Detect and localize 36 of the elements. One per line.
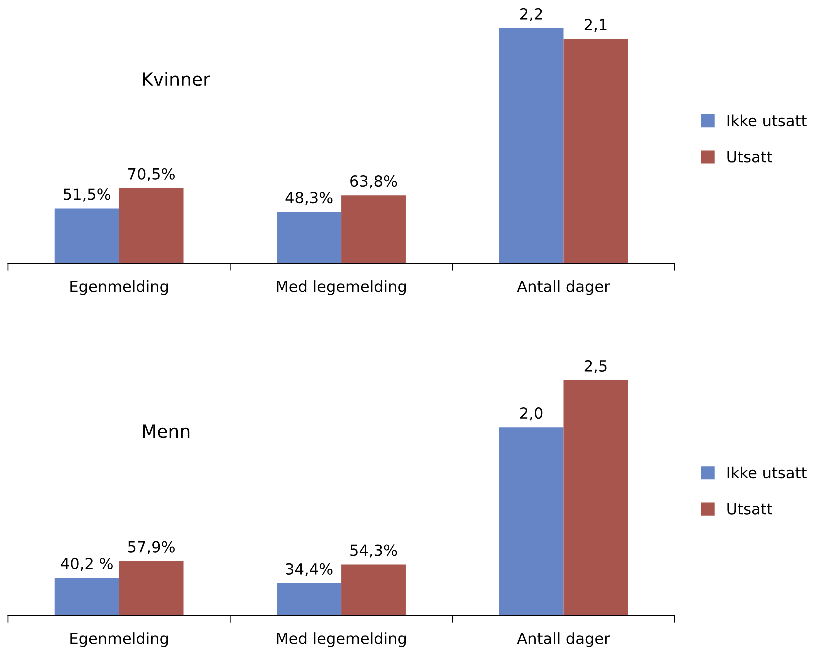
x-tick-label: Egenmelding: [70, 280, 168, 296]
bar: [54, 578, 120, 616]
bar: [499, 428, 564, 616]
legend-label: Utsatt: [728, 151, 772, 163]
x-tick-label: Med legemelding: [277, 280, 406, 296]
data-label: 63,8%: [350, 176, 398, 189]
data-label: 2,1: [584, 19, 607, 32]
bar: [342, 196, 406, 264]
bar: [277, 212, 342, 264]
legend-label: Ikke utsatt: [728, 466, 807, 479]
legend-label: Ikke utsatt: [728, 114, 807, 127]
data-label: 54,3%: [350, 544, 398, 558]
data-label: 40,2 %: [61, 558, 113, 572]
text: Kvinner: [143, 72, 210, 86]
data-label: 51,5%: [64, 188, 111, 202]
bar: [277, 584, 342, 616]
data-label: 57,9%: [128, 541, 175, 554]
bar: [119, 561, 184, 616]
data-label: 2,2: [520, 8, 542, 22]
x-tick-label: Antall dager: [517, 280, 610, 296]
x-tick-label: Egenmelding: [70, 632, 168, 648]
text: Menn: [143, 424, 190, 438]
data-label: 70,5%: [128, 168, 175, 182]
bar: [119, 188, 184, 264]
bar: [54, 208, 120, 264]
bar: [564, 380, 628, 616]
bar: [564, 39, 628, 264]
data-label: 2,0: [520, 408, 543, 421]
bar: [342, 564, 406, 616]
legend-label: Utsatt: [728, 503, 772, 515]
data-label: 34,4%: [286, 563, 333, 577]
x-tick-label: Antall dager: [517, 632, 610, 648]
data-label: 2,5: [584, 360, 607, 374]
bar: [499, 28, 564, 264]
x-tick-label: Med legemelding: [277, 632, 406, 648]
data-label: 48,3%: [286, 192, 333, 206]
